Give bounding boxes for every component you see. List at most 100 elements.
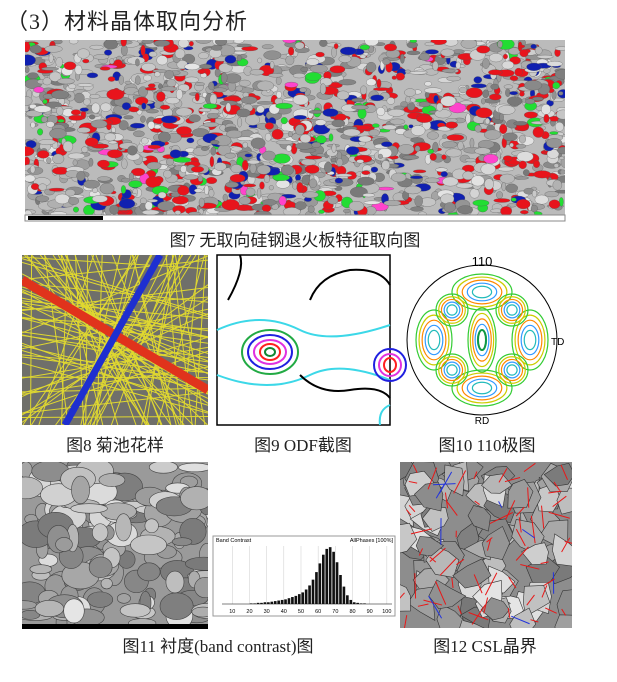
grain	[106, 88, 125, 100]
csl-boundary	[561, 608, 567, 616]
grain	[304, 164, 320, 174]
grain	[268, 185, 274, 191]
grain	[119, 603, 151, 618]
contour	[466, 282, 498, 302]
bar	[249, 603, 253, 604]
contour	[438, 296, 466, 324]
grain	[27, 166, 44, 175]
grain	[329, 65, 346, 74]
grain	[295, 174, 301, 182]
grain	[41, 66, 59, 71]
grain	[245, 187, 256, 197]
csl-boundary	[417, 603, 429, 607]
grain	[526, 62, 542, 71]
grain	[157, 201, 176, 211]
grain	[300, 158, 317, 166]
bar	[280, 599, 284, 604]
grain	[71, 109, 81, 116]
grain	[118, 198, 136, 209]
grain	[489, 93, 502, 101]
caption: 图11 衬度(band contrast)图	[122, 637, 314, 656]
grain	[552, 82, 561, 90]
grain	[135, 75, 141, 85]
grain	[410, 137, 424, 143]
grain	[44, 45, 63, 53]
csl-boundary	[548, 490, 562, 494]
csl-boundary	[456, 558, 465, 566]
bar	[270, 601, 274, 604]
contour	[506, 364, 518, 376]
grain	[128, 172, 134, 181]
caption: 图12 CSL晶界	[433, 637, 537, 656]
grain	[478, 139, 495, 149]
grain	[556, 109, 565, 120]
grain	[278, 195, 287, 206]
grain	[434, 109, 452, 119]
bar	[308, 585, 311, 604]
grain	[382, 124, 397, 130]
contour	[471, 381, 493, 395]
grain	[269, 61, 275, 69]
grain	[109, 58, 115, 65]
grain	[474, 124, 482, 133]
hist-title: Band Contrast	[216, 538, 252, 544]
grain	[336, 158, 344, 167]
grain	[288, 46, 295, 56]
grain	[191, 606, 208, 618]
grain	[358, 135, 372, 143]
grain	[488, 69, 503, 76]
grain	[256, 105, 265, 114]
contour	[440, 298, 464, 322]
csl-boundary	[545, 607, 557, 614]
contour	[495, 293, 529, 327]
grain	[311, 141, 321, 148]
kikuchi-line	[96, 255, 103, 425]
grain	[482, 89, 489, 99]
contour	[500, 358, 524, 382]
grain	[48, 187, 65, 192]
grain	[238, 79, 251, 87]
grain	[556, 589, 572, 622]
grain	[264, 122, 274, 130]
grain	[229, 174, 246, 183]
kikuchi-line	[22, 342, 208, 413]
contour	[309, 268, 391, 301]
grain	[554, 69, 565, 80]
grain	[441, 154, 447, 160]
grain	[140, 44, 146, 56]
bar	[263, 602, 267, 604]
grain	[509, 91, 518, 96]
grain	[128, 618, 157, 624]
kikuchi-line	[22, 256, 208, 270]
grain	[533, 160, 540, 168]
csl-boundary	[505, 500, 516, 520]
kikuchi-line	[174, 255, 206, 425]
grain	[68, 114, 85, 121]
grain	[509, 75, 519, 81]
grain	[249, 69, 265, 76]
grain	[120, 44, 128, 56]
grain	[315, 135, 327, 144]
grain	[107, 76, 116, 82]
bar	[332, 551, 335, 604]
grain	[334, 177, 343, 184]
contour	[517, 319, 543, 361]
kikuchi-line	[22, 387, 208, 393]
grain	[240, 96, 258, 104]
grain	[553, 163, 559, 168]
grain	[331, 143, 337, 153]
csl-boundary	[530, 619, 539, 623]
grain	[188, 211, 201, 215]
scale-bar	[22, 624, 208, 629]
grain	[308, 109, 324, 114]
grain	[256, 188, 262, 199]
grain	[177, 185, 190, 196]
grain	[276, 91, 282, 99]
grain	[25, 146, 35, 157]
grain	[130, 123, 145, 129]
x-tick-label: 40	[281, 609, 287, 615]
contour	[523, 329, 537, 351]
grain	[340, 46, 357, 56]
grain	[249, 162, 257, 174]
